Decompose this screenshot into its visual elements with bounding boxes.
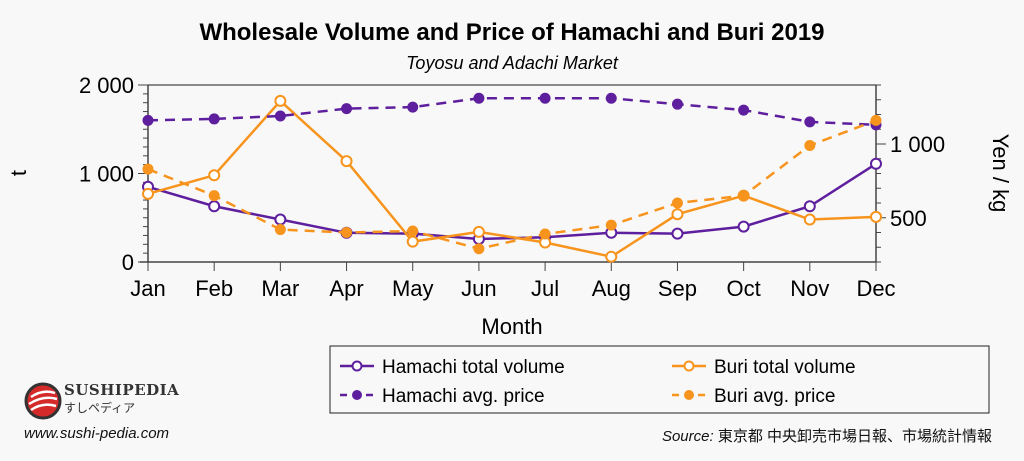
- data-point: [671, 98, 683, 110]
- x-tick-label: May: [392, 276, 434, 301]
- source-note: Source: 東京都 中央卸売市場日報、市場統計情報: [662, 425, 992, 446]
- x-tick-label: Jun: [461, 276, 496, 301]
- data-point: [671, 197, 683, 209]
- data-point: [274, 94, 287, 107]
- legend-label: Hamachi avg. price: [382, 386, 545, 407]
- series-buri-avg-price: [142, 114, 882, 255]
- data-point: [274, 213, 287, 226]
- data-point: [803, 213, 816, 226]
- source-text: 東京都 中央卸売市場日報、市場統計情報: [713, 428, 992, 445]
- legend-label: Buri avg. price: [714, 386, 835, 407]
- series-hamachi-avg-price: [142, 92, 882, 131]
- y-axis-label: t: [6, 170, 31, 176]
- legend-marker: [351, 360, 363, 372]
- x-tick-label: Sep: [658, 276, 697, 301]
- data-point: [870, 114, 882, 126]
- x-tick-label: Oct: [727, 276, 761, 301]
- data-point: [208, 169, 221, 182]
- x-tick-label: Nov: [790, 276, 829, 301]
- chart-subtitle: Toyosu and Adachi Market: [406, 53, 619, 73]
- x-tick-label: Dec: [856, 276, 895, 301]
- logo-kana: すしペディア: [64, 401, 136, 415]
- data-point: [804, 116, 816, 128]
- legend-item: Hamachi total volume: [340, 357, 565, 378]
- y-tick-label: 0: [122, 250, 134, 275]
- y-right-tick-label: 500: [890, 206, 927, 231]
- data-point: [341, 103, 353, 115]
- data-point: [804, 139, 816, 151]
- x-tick-label: Mar: [261, 276, 299, 301]
- x-tick-label: Feb: [195, 276, 233, 301]
- y-right-tick-label: 1 000: [890, 132, 945, 157]
- source-label: Source:: [661, 428, 714, 445]
- legend-marker: [352, 390, 362, 400]
- data-point: [738, 104, 750, 116]
- data-point: [341, 227, 353, 238]
- chart-title: Wholesale Volume and Price of Hamachi an…: [199, 19, 824, 46]
- data-point: [605, 92, 617, 104]
- y-tick-label: 1 000: [79, 162, 134, 187]
- data-point: [407, 101, 419, 113]
- data-point: [671, 208, 684, 221]
- sushi-roll-logo-icon: [24, 382, 62, 420]
- legend-item: Buri total volume: [672, 357, 856, 378]
- data-point: [208, 113, 220, 125]
- data-point: [737, 220, 750, 233]
- data-point: [870, 210, 882, 223]
- data-point: [340, 155, 353, 168]
- data-point: [142, 163, 154, 175]
- series-line: [147, 97, 877, 127]
- data-point: [142, 187, 154, 200]
- x-tick-label: Jul: [531, 276, 559, 301]
- legend-item: Hamachi avg. price: [340, 386, 545, 407]
- data-point: [406, 235, 419, 248]
- data-point: [208, 200, 221, 213]
- data-point: [738, 190, 750, 202]
- data-point: [274, 224, 286, 236]
- legend-marker: [684, 390, 694, 400]
- data-point: [472, 225, 485, 238]
- series-line: [147, 99, 877, 259]
- y-tick-label: 2 000: [79, 73, 134, 98]
- data-point: [539, 228, 551, 240]
- data-point: [274, 110, 286, 122]
- data-point: [407, 225, 419, 237]
- series-buri-total-volume: [142, 94, 882, 263]
- logo-name: SUSHIPEDIA: [64, 381, 180, 399]
- y-axis-right-label: Yen / kg: [988, 134, 1013, 213]
- x-tick-label: Apr: [329, 276, 363, 301]
- data-point: [671, 227, 684, 240]
- legend-label: Hamachi total volume: [382, 357, 565, 378]
- data-point: [473, 92, 485, 104]
- legend: Hamachi total volume Buri total volume Ham…: [329, 345, 990, 414]
- data-point: [208, 190, 220, 202]
- legend-marker: [683, 360, 695, 372]
- website-url[interactable]: www.sushi-pedia.com: [24, 425, 170, 442]
- x-axis-label: Month: [481, 314, 542, 339]
- data-point: [539, 92, 551, 104]
- data-point: [605, 250, 618, 263]
- series-hamachi-total-volume: [142, 157, 882, 245]
- legend-item: Buri avg. price: [672, 386, 835, 407]
- x-tick-label: Aug: [592, 276, 631, 301]
- data-point: [473, 243, 485, 255]
- data-point: [605, 219, 617, 231]
- data-point: [142, 114, 154, 126]
- data-point: [803, 200, 816, 213]
- legend-label: Buri total volume: [714, 357, 856, 378]
- x-tick-label: Jan: [130, 276, 165, 301]
- data-point: [870, 157, 882, 170]
- series-line: [147, 119, 877, 251]
- series-line: [147, 162, 877, 241]
